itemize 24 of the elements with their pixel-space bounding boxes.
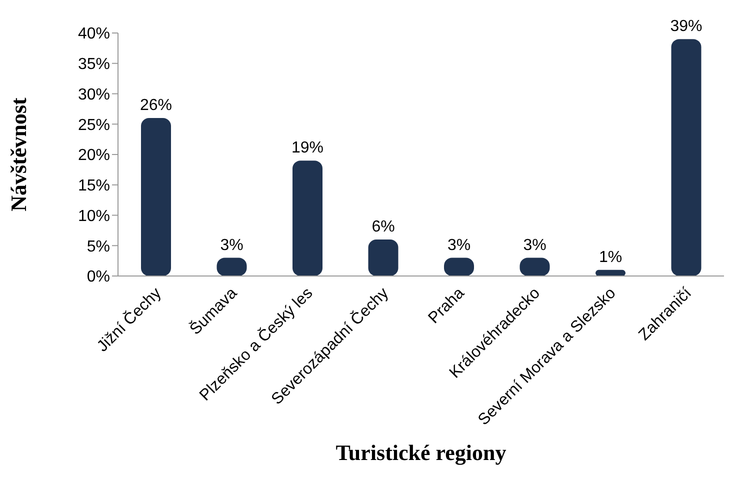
data-label: 1% [598,248,622,266]
y-tick-label: 5% [86,238,110,256]
y-tick-label: 20% [78,147,110,164]
y-axis-title: Návštěvnost [6,97,31,212]
y-tick-label: 10% [78,208,110,225]
y-tick-label: 25% [78,116,110,134]
data-label: 3% [220,236,244,254]
data-label: 26% [140,97,172,114]
y-tick-label: 40% [78,26,110,43]
bar [596,270,626,276]
data-label: 39% [670,18,702,36]
data-label: 19% [291,140,324,157]
y-tick-label: 35% [78,56,110,74]
x-axis-title: Turistické regiony [336,440,506,465]
y-tick-label: 0% [86,268,110,286]
data-label: 6% [372,218,395,236]
y-tick-label: 15% [78,178,110,195]
data-label: 3% [447,236,471,254]
bar [292,160,322,276]
data-label: 3% [523,236,546,254]
bar [671,39,702,276]
y-tick-label: 30% [78,86,110,104]
bar [368,240,398,276]
bar [141,118,171,276]
